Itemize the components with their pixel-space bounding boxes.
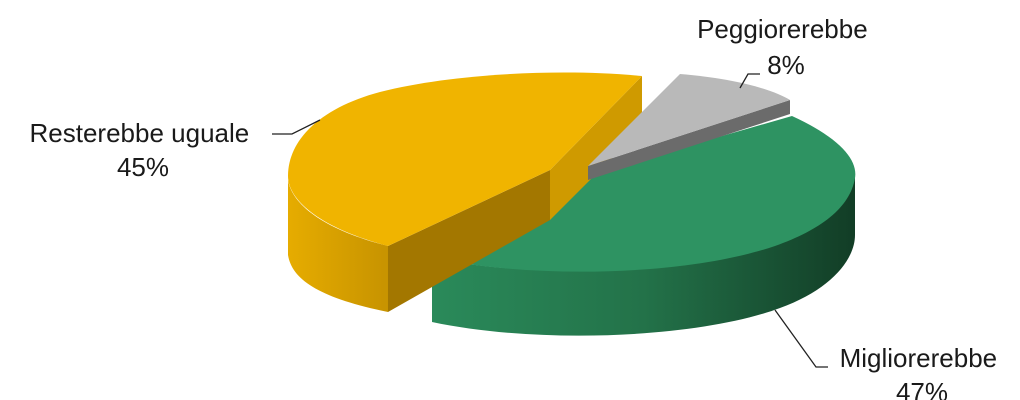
- label-resterebbe-value: 45%: [117, 152, 169, 182]
- label-resterebbe-name: Resterebbe uguale: [30, 118, 250, 148]
- pie-slice-peggiorerebbe: [588, 74, 790, 180]
- pie-slice-peggiorerebbe-top: [588, 74, 790, 166]
- pie-slice-resterebbe-cut: [388, 170, 550, 312]
- label-migliorerebbe-value: 47%: [896, 377, 948, 400]
- leader-line-migliorerebbe: [774, 309, 828, 368]
- label-migliorerebbe: Migliorerebbe 47%: [840, 343, 1005, 400]
- leader-line-peggiorerebbe: [739, 73, 760, 89]
- label-resterebbe: Resterebbe uguale 45%: [30, 118, 257, 182]
- pie-slice-resterebbe-side: [288, 180, 388, 312]
- pie-slice-migliorerebbe-top: [432, 116, 856, 272]
- pie-slice-resterebbe: [288, 72, 642, 312]
- label-peggiorerebbe-name: Peggiorerebbe: [697, 14, 868, 44]
- pie-slice-resterebbe-inner: [550, 76, 642, 220]
- label-peggiorerebbe-value: 8%: [767, 50, 805, 80]
- leader-line-resterebbe: [272, 119, 321, 135]
- label-migliorerebbe-name: Migliorerebbe: [840, 343, 998, 373]
- pie-slice-resterebbe-top: [288, 72, 642, 247]
- pie-slice-migliorerebbe: [432, 116, 856, 336]
- pie-slice-peggiorerebbe-side: [588, 100, 790, 180]
- label-peggiorerebbe: Peggiorerebbe 8%: [697, 14, 875, 80]
- pie-slice-migliorerebbe-side: [432, 170, 855, 336]
